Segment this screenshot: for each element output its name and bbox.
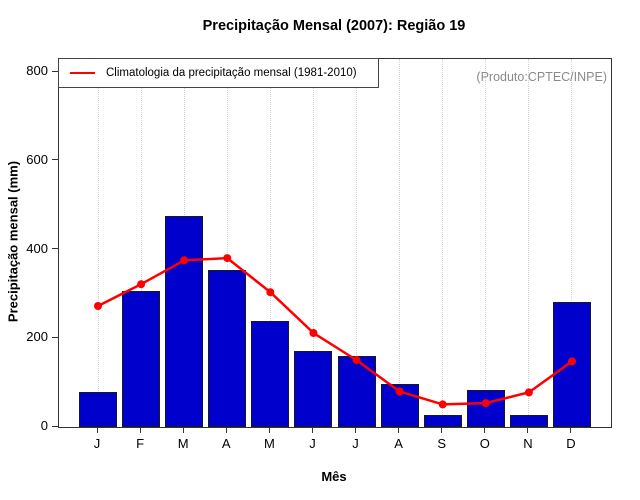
vertical-gridline [485, 59, 487, 427]
bar-M-3 [165, 216, 204, 427]
climatology-point-10 [481, 399, 490, 408]
x-tick [139, 427, 141, 433]
x-tick [268, 427, 270, 433]
vertical-gridline [399, 59, 401, 427]
bar-N-11 [509, 415, 548, 427]
x-tick-label-4: A [221, 436, 231, 451]
legend-box: Climatologia da precipitação mensal (198… [58, 58, 379, 88]
x-tick-label-7: J [352, 436, 359, 451]
y-tick [52, 425, 58, 427]
climatology-point-8 [395, 387, 404, 396]
vertical-gridline [356, 59, 358, 427]
x-tick-label-8: A [394, 436, 403, 451]
chart-title: Precipitação Mensal (2007): Região 19 [202, 18, 466, 34]
y-tick-label: 800 [26, 63, 48, 79]
x-tick-label-1: J [93, 436, 101, 451]
x-tick-label-2: F [136, 436, 145, 451]
y-tick [52, 159, 58, 161]
climatology-point-2 [137, 280, 146, 289]
x-tick [484, 427, 486, 433]
x-axis-title: Mês [321, 469, 347, 484]
produto-annotation: (Produto:CPTEC/INPE) [476, 70, 607, 84]
y-tick [52, 336, 58, 338]
vertical-gridline [269, 59, 271, 427]
legend-line-swatch [70, 72, 95, 74]
climatology-point-4 [223, 254, 232, 263]
climatology-point-1 [94, 302, 102, 310]
y-tick-label: 200 [26, 329, 48, 345]
x-tick-label-6: J [309, 436, 316, 451]
x-tick-label-11: N [523, 436, 533, 451]
x-tick [355, 427, 357, 433]
x-tick [570, 427, 572, 433]
vertical-gridline [528, 59, 530, 427]
x-tick-label-9: S [437, 436, 447, 451]
climatology-point-9 [438, 400, 447, 409]
bar-S-9 [423, 415, 462, 427]
x-tick [182, 427, 184, 433]
bar-J-1 [79, 392, 117, 427]
climatology-point-7 [352, 356, 361, 365]
vertical-gridline [312, 59, 314, 427]
x-tick-label-12: D [566, 436, 576, 451]
x-tick-label-10: O [479, 436, 490, 451]
x-tick [96, 427, 98, 433]
climatology-point-5 [266, 288, 275, 297]
vertical-gridline [442, 59, 444, 427]
bar-O-10 [466, 390, 505, 427]
climatology-line-layer [94, 254, 576, 409]
y-tick-label: 0 [40, 418, 48, 433]
vertical-gridline [226, 59, 228, 427]
x-tick [398, 427, 400, 433]
vertical-gridline [140, 59, 142, 427]
x-tick-label-3: M [177, 436, 189, 451]
x-tick [527, 427, 529, 433]
climatology-polyline [97, 256, 573, 406]
climatology-point-6 [309, 329, 318, 337]
climatology-point-11 [524, 388, 533, 397]
x-tick-label-5: M [263, 436, 275, 451]
x-tick [441, 427, 443, 433]
x-tick [311, 427, 313, 433]
bar-J-6 [294, 351, 333, 427]
x-tick [225, 427, 227, 433]
y-tick [52, 248, 58, 250]
bar-M-5 [251, 321, 290, 427]
vertical-gridline [571, 59, 573, 427]
vertical-gridline [97, 59, 99, 427]
bar-A-4 [208, 270, 247, 427]
bar-F-2 [122, 291, 161, 427]
y-tick [52, 70, 58, 72]
climatology-point-3 [180, 256, 189, 265]
plot-area: Climatologia da precipitação mensal (198… [58, 58, 612, 428]
y-tick-label: 400 [26, 240, 48, 256]
y-tick-label: 600 [26, 151, 48, 167]
climatology-point-12 [567, 357, 576, 366]
legend-label: Climatologia da precipitação mensal (198… [106, 67, 357, 79]
